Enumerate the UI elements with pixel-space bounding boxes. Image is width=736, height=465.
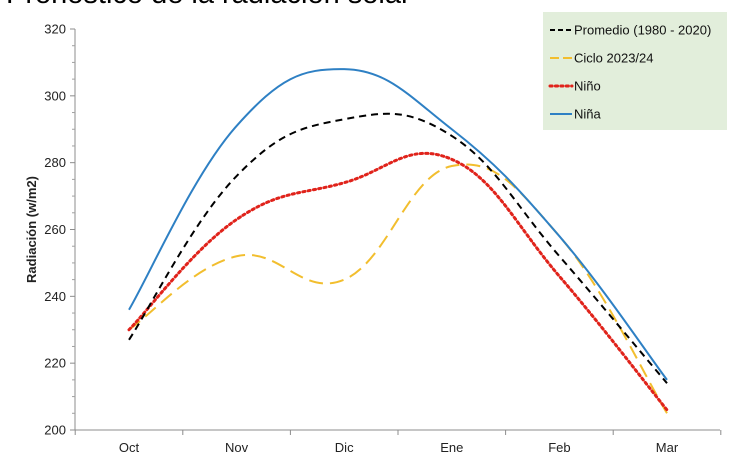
y-axis-label: Radiación (w/m2) (24, 176, 39, 283)
x-tick-label: Ene (440, 440, 463, 455)
y-tick-label: 220 (44, 356, 66, 371)
legend: Promedio (1980 - 2020) Ciclo 2023/24 Niño N… (543, 12, 727, 130)
series-line-nino (127, 151, 669, 412)
y-tick-label: 240 (44, 289, 66, 304)
chart-title-fragment: Pronóstico de la radiación solar (0, 0, 736, 18)
y-tick-label: 320 (44, 22, 66, 37)
legend-label: Promedio (1980 - 2020) (574, 23, 711, 38)
series-layer (127, 68, 669, 414)
legend-box (543, 12, 727, 130)
x-tick-label: Nov (225, 440, 249, 455)
y-tick-label: 200 (44, 423, 66, 438)
x-tick-label: Feb (548, 440, 570, 455)
y-tick-label: 280 (44, 155, 66, 170)
series-line-promedio-1980-2020 (128, 112, 668, 384)
x-tick-label: Oct (119, 440, 140, 455)
y-tick-label: 300 (44, 88, 66, 103)
legend-label: Niño (574, 79, 601, 94)
chart-axes: 200 220 240 260 280 300 320 Oct Nov Dic Ene Feb Mar R… (24, 22, 722, 455)
x-tick-label: Mar (656, 440, 679, 455)
legend-label: Ciclo 2023/24 (574, 51, 654, 66)
legend-label: Niña (574, 107, 602, 122)
series-line-nina (128, 68, 668, 381)
series-line-ciclo-2023-24 (128, 163, 668, 414)
x-tick-label: Dic (335, 440, 354, 455)
y-tick-label: 260 (44, 222, 66, 237)
